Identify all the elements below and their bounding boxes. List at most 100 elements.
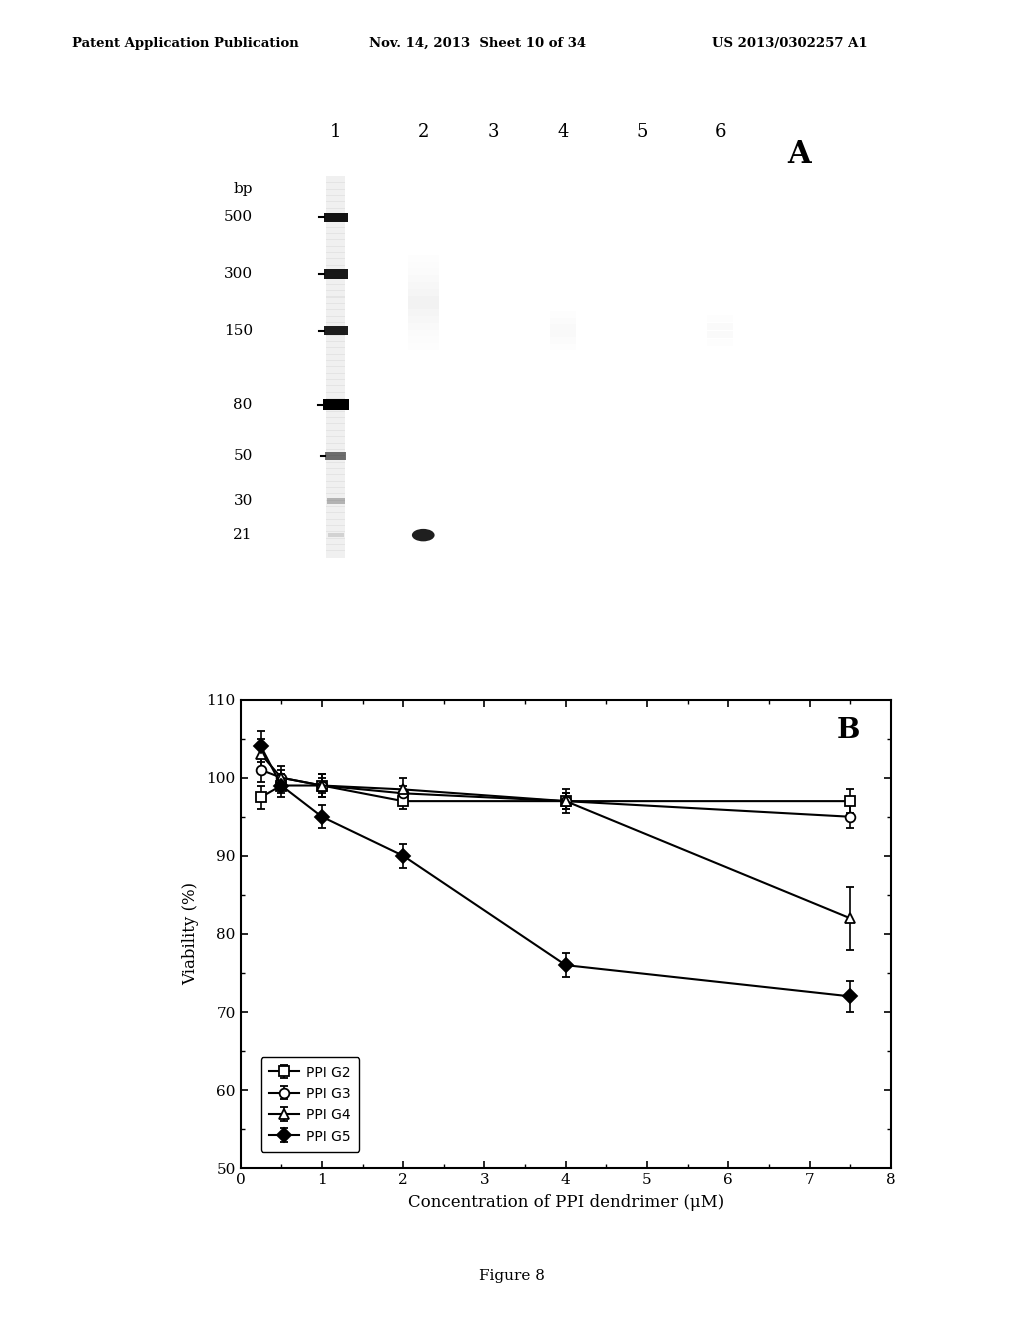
Text: 300: 300 xyxy=(223,267,253,281)
Bar xyxy=(327,436,345,444)
Text: 3: 3 xyxy=(487,123,499,141)
Bar xyxy=(550,330,577,338)
Bar xyxy=(408,323,438,330)
Bar xyxy=(327,302,345,310)
Bar xyxy=(327,284,345,292)
Bar xyxy=(327,265,345,272)
Text: US 2013/0302257 A1: US 2013/0302257 A1 xyxy=(712,37,867,50)
Text: 2: 2 xyxy=(418,123,429,141)
X-axis label: Concentration of PPI dendrimer (μM): Concentration of PPI dendrimer (μM) xyxy=(408,1195,724,1210)
Bar xyxy=(408,343,438,350)
Bar xyxy=(327,207,345,215)
Bar xyxy=(327,329,345,335)
Bar xyxy=(327,385,345,393)
Bar xyxy=(327,341,345,348)
Bar xyxy=(408,302,438,309)
Bar xyxy=(408,350,438,356)
Text: A: A xyxy=(787,140,811,170)
Text: 80: 80 xyxy=(233,397,253,412)
Bar xyxy=(327,309,345,317)
Legend: PPI G2, PPI G3, PPI G4, PPI G5: PPI G2, PPI G3, PPI G4, PPI G5 xyxy=(260,1057,359,1152)
Bar xyxy=(327,480,345,488)
Text: B: B xyxy=(837,717,860,743)
Bar xyxy=(327,367,345,374)
Bar xyxy=(327,252,345,260)
Bar xyxy=(327,379,345,387)
Bar xyxy=(550,350,577,356)
Bar xyxy=(408,275,438,282)
Bar xyxy=(550,318,577,325)
Bar xyxy=(327,347,345,355)
Bar xyxy=(327,544,345,552)
Bar xyxy=(327,519,345,527)
Bar xyxy=(408,261,438,268)
Bar xyxy=(550,337,577,345)
Bar xyxy=(327,246,345,253)
Bar xyxy=(327,449,345,457)
Bar xyxy=(327,354,345,360)
Bar xyxy=(708,323,733,330)
Bar xyxy=(408,296,438,302)
Text: bp: bp xyxy=(233,182,253,195)
Bar xyxy=(408,248,438,255)
Bar xyxy=(327,512,345,520)
Bar xyxy=(327,532,345,539)
Bar xyxy=(327,334,345,342)
Bar xyxy=(708,308,733,314)
Y-axis label: Viability (%): Viability (%) xyxy=(182,882,200,986)
Text: 21: 21 xyxy=(233,528,253,543)
Bar xyxy=(408,268,438,275)
Bar xyxy=(327,442,345,450)
Bar xyxy=(327,462,345,469)
Bar xyxy=(327,176,345,183)
Bar xyxy=(326,451,346,459)
Text: Nov. 14, 2013  Sheet 10 of 34: Nov. 14, 2013 Sheet 10 of 34 xyxy=(369,37,586,50)
Bar xyxy=(327,474,345,482)
Bar xyxy=(324,326,348,335)
Text: 30: 30 xyxy=(233,494,253,508)
Bar xyxy=(327,259,345,265)
Bar xyxy=(408,330,438,337)
Bar xyxy=(327,467,345,475)
Bar xyxy=(708,347,733,354)
Bar xyxy=(327,487,345,494)
Text: Patent Application Publication: Patent Application Publication xyxy=(72,37,298,50)
Bar xyxy=(550,312,577,318)
Bar xyxy=(327,506,345,513)
Bar xyxy=(324,213,348,222)
Bar xyxy=(327,550,345,558)
Bar xyxy=(550,305,577,312)
Bar xyxy=(327,372,345,380)
Bar xyxy=(408,289,438,296)
Bar xyxy=(327,195,345,202)
Bar xyxy=(408,282,438,289)
Bar xyxy=(327,277,345,285)
Bar xyxy=(327,220,345,227)
Bar xyxy=(327,234,345,240)
Bar xyxy=(327,322,345,329)
Bar xyxy=(550,325,577,331)
Text: Figure 8: Figure 8 xyxy=(479,1270,545,1283)
Text: 50: 50 xyxy=(233,449,253,463)
Bar xyxy=(327,498,345,504)
Bar xyxy=(550,343,577,350)
Bar xyxy=(327,297,345,304)
Bar xyxy=(327,455,345,462)
Bar xyxy=(327,430,345,437)
Text: 500: 500 xyxy=(223,210,253,224)
Bar xyxy=(327,525,345,532)
Text: 150: 150 xyxy=(223,323,253,338)
Text: 1: 1 xyxy=(330,123,342,141)
Bar xyxy=(327,227,345,234)
Bar xyxy=(327,271,345,279)
Bar xyxy=(408,337,438,343)
Bar xyxy=(327,290,345,297)
Bar xyxy=(327,537,345,545)
Bar xyxy=(327,392,345,399)
Bar xyxy=(327,239,345,247)
Bar xyxy=(327,399,345,405)
Bar xyxy=(327,315,345,323)
Bar xyxy=(708,315,733,322)
Bar xyxy=(327,494,345,500)
Bar xyxy=(327,182,345,190)
